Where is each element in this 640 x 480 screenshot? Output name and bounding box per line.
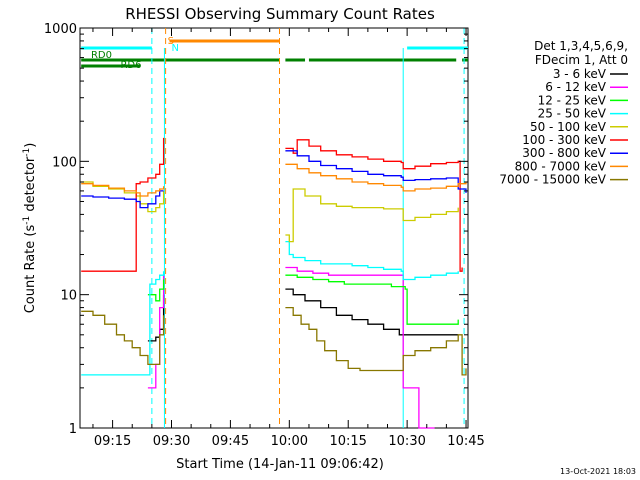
legend-entry-label: 25 - 50 keV	[538, 107, 607, 121]
y-axis-label-exponent: -1	[22, 148, 32, 157]
x-tick-label: 10:30	[388, 434, 425, 449]
y-axis-label-part: Count Rate (s	[23, 225, 38, 314]
y-axis-label-part: detector	[23, 156, 38, 216]
y-axis-label: Count Rate (s-1 detector-1)	[22, 143, 38, 314]
legend-header-line: Det 1,3,4,5,6,9,	[534, 39, 628, 53]
y-tick-label: 1000	[44, 22, 77, 37]
y-tick-label: 100	[52, 155, 77, 170]
plot-frame	[79, 27, 469, 429]
legend-entry-label: 300 - 800 keV	[522, 146, 606, 160]
y-axis-label-part: )	[23, 143, 38, 148]
x-tick-label: 09:30	[153, 434, 190, 449]
flag-label: RD6	[120, 60, 141, 71]
flag-markers: RD0 RD6 SN	[81, 28, 468, 428]
flag-label: S	[168, 36, 174, 47]
series-line	[81, 306, 467, 376]
x-tick-label: 09:15	[94, 434, 131, 449]
legend-entry-label: 50 - 100 keV	[530, 120, 607, 134]
x-axis-label: Start Time (14-Jan-11 09:06:42)	[176, 457, 384, 472]
legend-header-line: FDecim 1, Att 0	[535, 53, 628, 67]
legend-entry-label: 800 - 7000 keV	[515, 159, 607, 173]
legend: Det 1,3,4,5,6,9, FDecim 1, Att 0 3 - 6 k…	[499, 39, 628, 187]
x-tick-label: 10:00	[271, 434, 308, 449]
series-line	[81, 163, 467, 197]
legend-entry-label: 6 - 12 keV	[545, 80, 607, 94]
y-tick-label: 10	[60, 289, 77, 304]
x-tick-label: 10:15	[329, 434, 366, 449]
series-line	[81, 150, 467, 209]
flag-label: RD0	[91, 50, 112, 61]
x-tick-label: 09:45	[212, 434, 249, 449]
series-line	[81, 240, 459, 376]
footer-date: 13-Oct-2021 18:03	[560, 467, 636, 476]
legend-entry-label: 3 - 6 keV	[553, 67, 607, 81]
series-group	[81, 137, 467, 429]
series-line	[81, 137, 463, 272]
series-line	[147, 266, 435, 429]
legend-entry-label: 7000 - 15000 keV	[499, 173, 606, 187]
y-tick-label: 1	[69, 422, 77, 437]
chart-title: RHESSI Observing Summary Count Rates	[125, 5, 435, 23]
x-tick-label: 10:45	[447, 434, 484, 449]
legend-entry-label: 12 - 25 keV	[538, 93, 607, 107]
y-axis-label-exponent: -1	[22, 216, 32, 225]
legend-entry-label: 100 - 300 keV	[522, 133, 606, 147]
flag-label: N	[172, 43, 179, 54]
series-line	[81, 181, 459, 243]
series-line	[147, 288, 459, 342]
axes-group: 09:15 09:30 09:45 10:00 10:15 10:30 10:45 1 10 10…	[44, 22, 485, 449]
series-line	[147, 274, 459, 325]
